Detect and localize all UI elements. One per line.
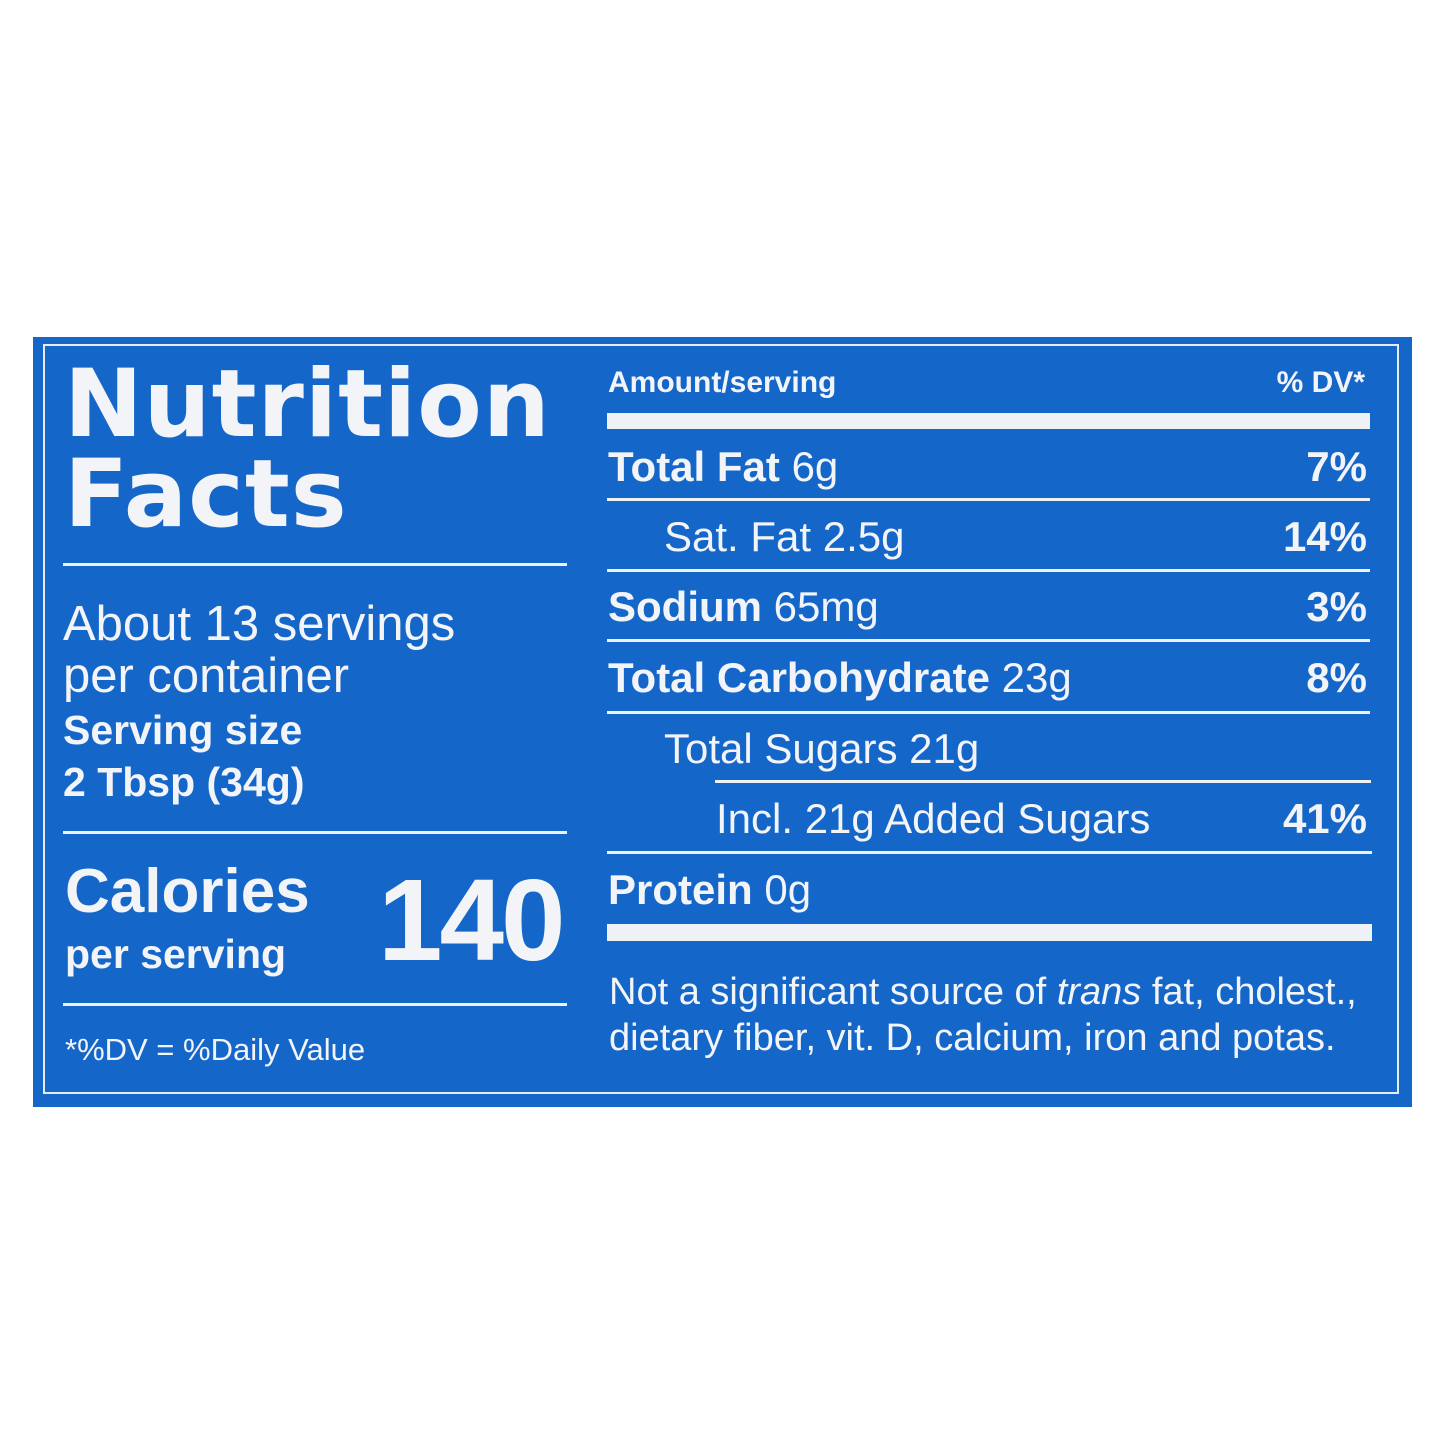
- nutrient-amount: 0g: [764, 866, 812, 913]
- row-added-sugars: Incl. 21g Added Sugars: [716, 795, 1151, 842]
- thick-bar: [607, 924, 1372, 941]
- inner-border: [43, 344, 1399, 1094]
- title-facts: Facts: [64, 440, 348, 549]
- dv-added-sugars: 41%: [1282, 795, 1367, 842]
- servings-per-container: About 13 servings: [63, 597, 456, 651]
- dv-total-carbohydrate: 8%: [1306, 654, 1367, 701]
- dv-sat-fat: 14%: [1282, 513, 1367, 560]
- row-total-fat: Total Fat 6g: [608, 443, 838, 491]
- divider: [63, 563, 567, 566]
- not-significant-note-2: dietary fiber, vit. D, calcium, iron and…: [609, 1017, 1336, 1059]
- divider: [607, 498, 1370, 501]
- serving-size-label: Serving size: [63, 707, 303, 753]
- nutrient-name: Sodium: [608, 583, 762, 630]
- divider: [607, 851, 1372, 854]
- row-sodium: Sodium 65mg: [608, 583, 879, 631]
- calories-per-serving: per serving: [65, 931, 287, 977]
- thick-bar: [607, 413, 1370, 429]
- nutrient-amount: 2.5g: [822, 513, 905, 560]
- row-total-sugars: Total Sugars 21g: [664, 725, 979, 773]
- nutrient-amount: 23g: [1001, 654, 1072, 701]
- row-sat-fat: Sat. Fat 2.5g: [664, 513, 904, 561]
- header-amount: Amount/serving: [608, 366, 837, 399]
- header-dv: % DV*: [1276, 366, 1365, 399]
- divider: [63, 1003, 567, 1006]
- divider: [715, 780, 1371, 783]
- divider: [607, 569, 1370, 572]
- nutrient-name: Protein: [608, 866, 753, 913]
- calories-label: Calories: [65, 857, 310, 926]
- divider: [607, 711, 1370, 714]
- divider: [63, 831, 567, 834]
- note-text: fat, cholest.,: [1141, 971, 1357, 1013]
- nutrition-facts-panel: [33, 337, 1412, 1107]
- nutrient-name: Sat. Fat: [664, 513, 812, 560]
- serving-size-value: 2 Tbsp (34g): [63, 759, 305, 805]
- servings-per-container-2: per container: [63, 649, 350, 703]
- note-text: Not a significant source of: [609, 971, 1057, 1013]
- dv-total-fat: 7%: [1306, 443, 1367, 490]
- nutrient-name: Total Carbohydrate: [608, 654, 990, 701]
- nutrient-amount: 65mg: [773, 583, 879, 630]
- divider: [607, 639, 1370, 642]
- note-italic: trans: [1056, 971, 1142, 1013]
- row-protein: Protein 0g: [608, 866, 811, 914]
- nutrient-name: Total Fat: [608, 443, 780, 490]
- nutrient-amount: 6g: [791, 443, 839, 490]
- dv-sodium: 3%: [1306, 583, 1367, 630]
- not-significant-note: Not a significant source of trans fat, c…: [609, 970, 1357, 1014]
- calories-value: 140: [378, 855, 566, 985]
- nutrient-amount: 21g: [909, 725, 980, 772]
- title-nutrition: Nutrition: [64, 350, 551, 459]
- dv-footnote: *%DV = %Daily Value: [65, 1032, 366, 1067]
- nutrient-name: Total Sugars: [664, 725, 898, 772]
- row-total-carbohydrate: Total Carbohydrate 23g: [608, 654, 1072, 702]
